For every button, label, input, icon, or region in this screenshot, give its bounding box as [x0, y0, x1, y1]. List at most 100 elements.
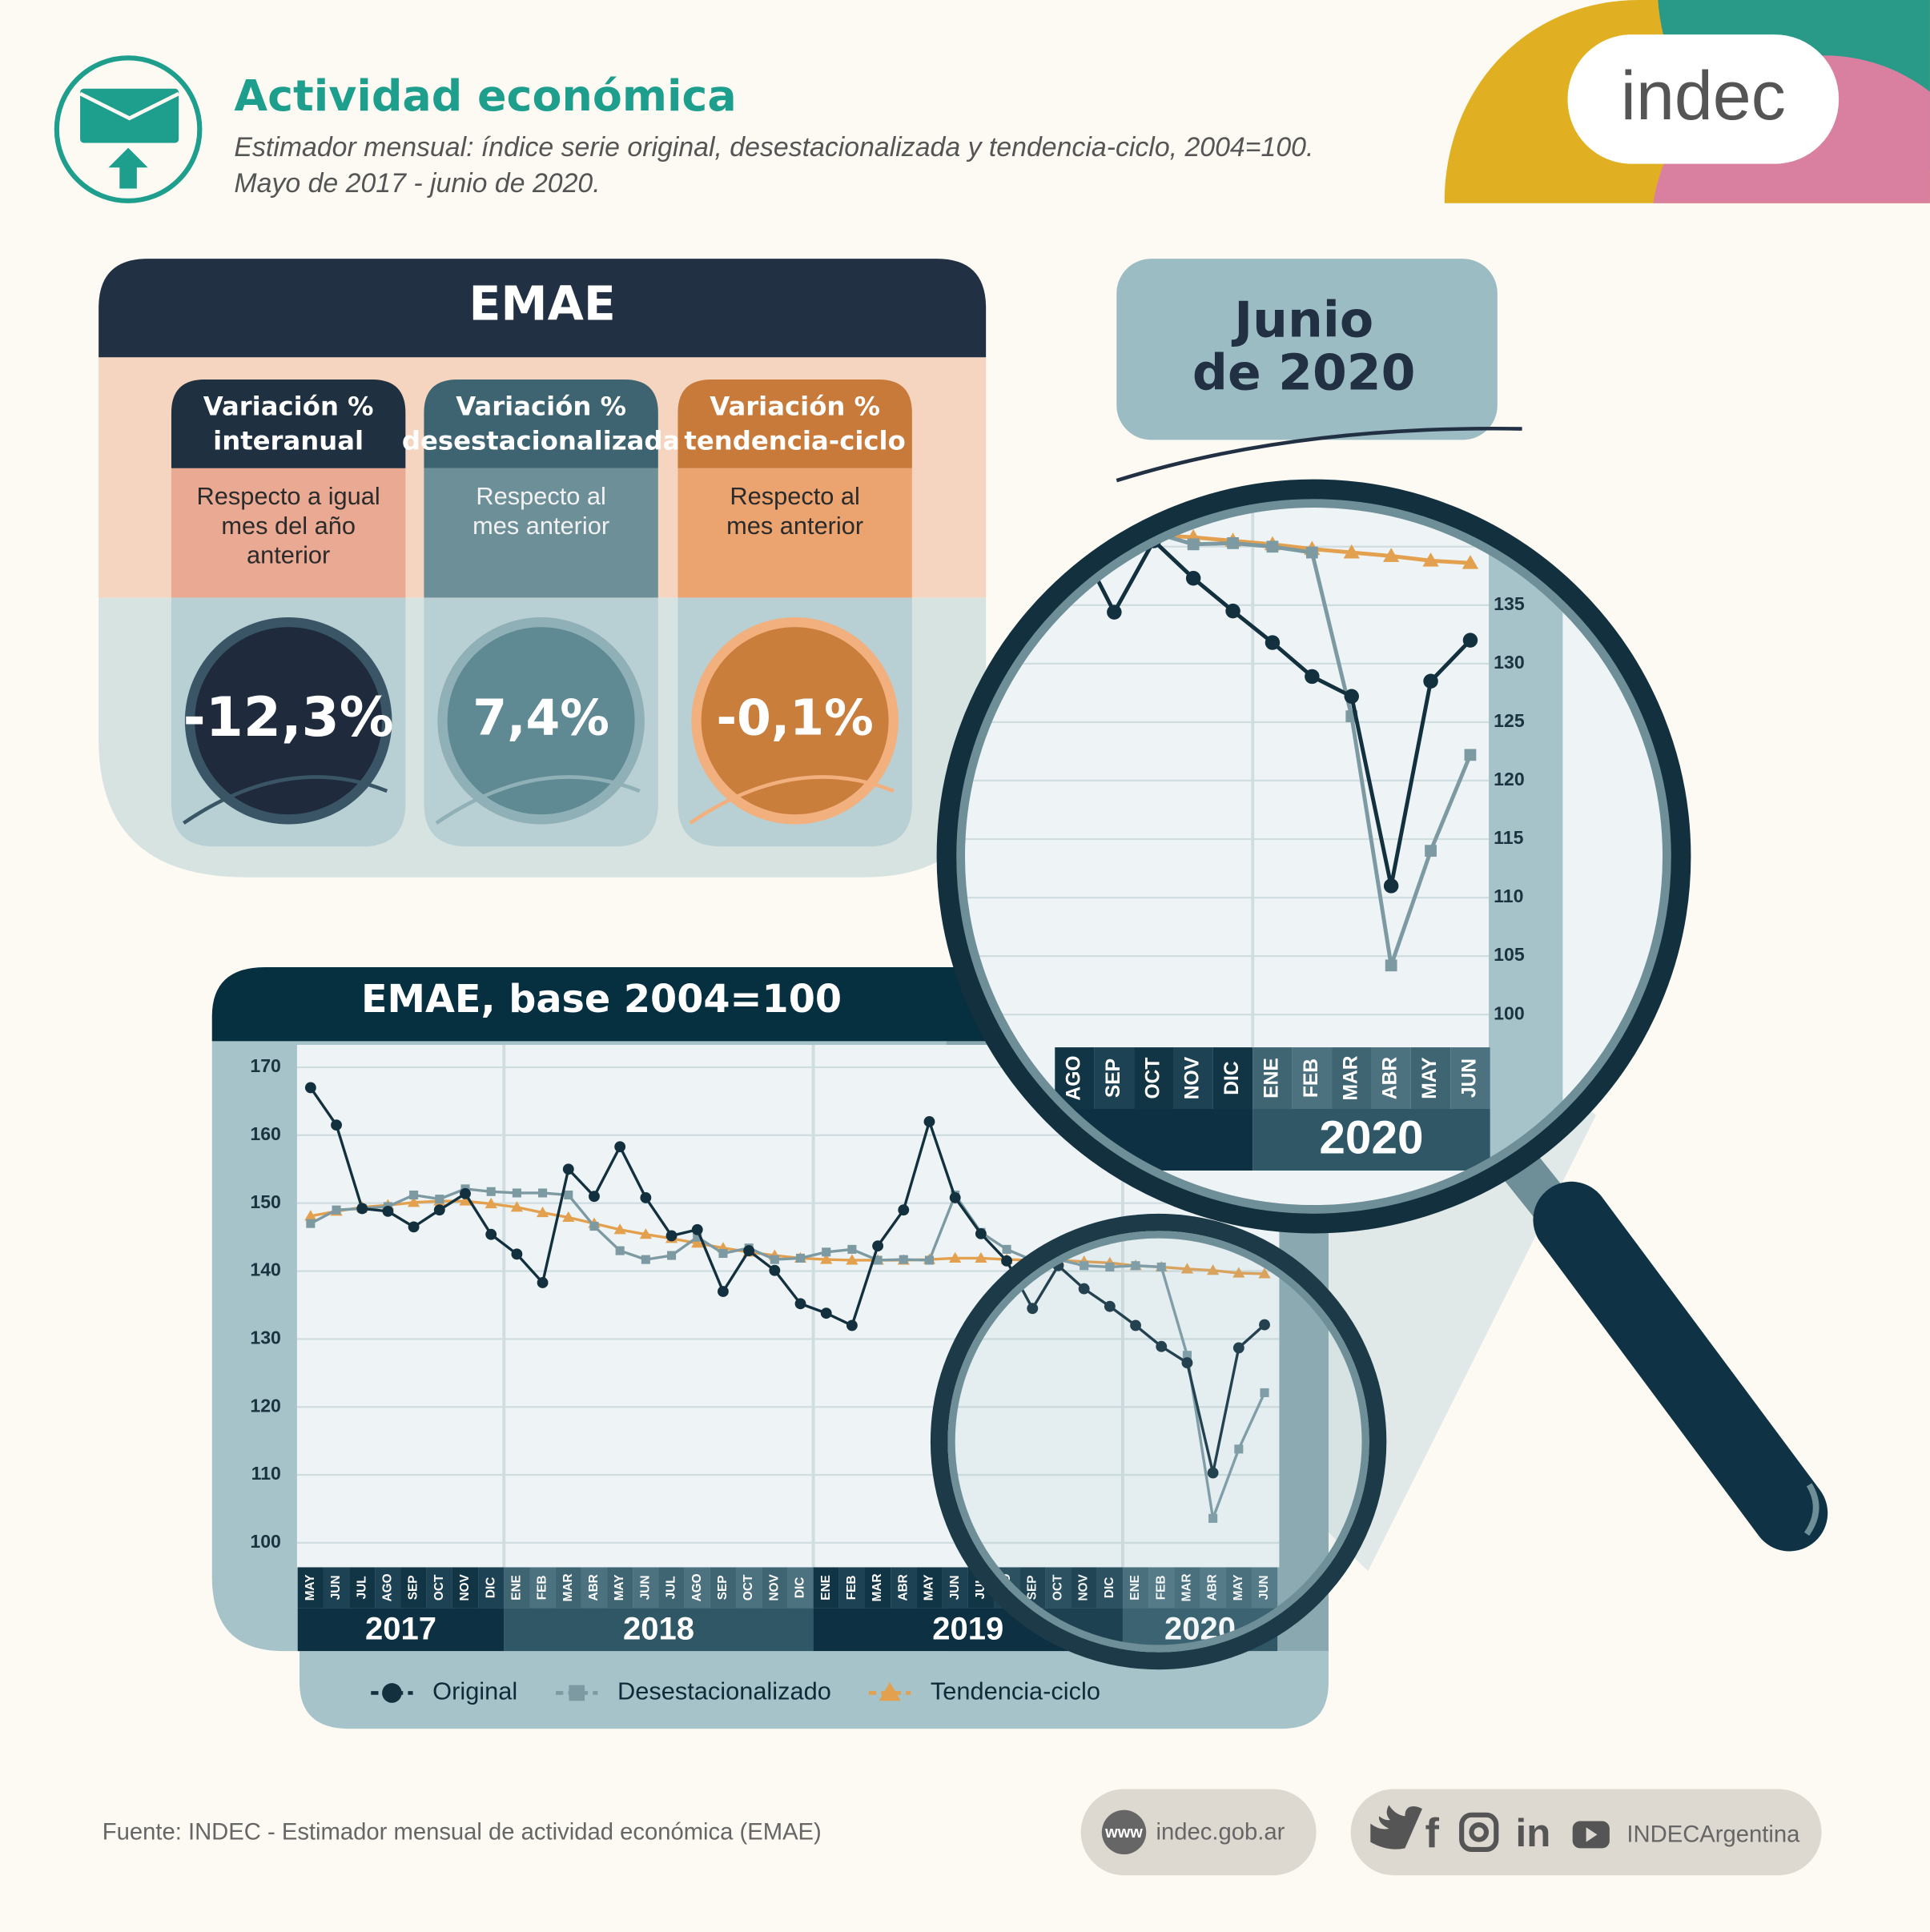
- point: [1180, 1263, 1194, 1274]
- chart-title: EMAE, base 2004=100: [361, 978, 842, 1022]
- card-title: Variación %: [456, 391, 626, 421]
- website[interactable]: indec.gob.ar: [1156, 1820, 1285, 1846]
- emae-cards: Variación % interanual Respecto a igual mes…: [171, 379, 912, 847]
- point: [562, 1211, 575, 1223]
- x-tick-label: ENE: [509, 1575, 523, 1601]
- card-description: anterior: [247, 541, 330, 569]
- social[interactable]: INDECArgentina: [1626, 1822, 1800, 1848]
- year-label: 2020: [1319, 1111, 1423, 1163]
- month-cell: [478, 1567, 505, 1609]
- point: [1225, 603, 1240, 619]
- year-band: [1252, 1109, 1490, 1171]
- point: [536, 1206, 549, 1218]
- point: [1382, 548, 1400, 562]
- point: [1185, 570, 1201, 586]
- point: [304, 1210, 317, 1221]
- card-description: Respecto al: [730, 482, 859, 510]
- point: [1156, 1340, 1168, 1352]
- value-circle: [701, 627, 889, 815]
- month-cell: [1094, 1047, 1135, 1110]
- point: [873, 1255, 883, 1265]
- point: [1383, 878, 1399, 894]
- point: [1107, 605, 1122, 620]
- point: [1232, 1267, 1245, 1278]
- point: [1156, 1262, 1166, 1271]
- point: [1208, 1513, 1218, 1523]
- month-cell: [375, 1567, 401, 1609]
- point: [409, 1190, 419, 1200]
- card-description-bg: [424, 468, 658, 598]
- point: [382, 1205, 394, 1217]
- point: [332, 1205, 341, 1215]
- year-label: 2019: [932, 1611, 1003, 1646]
- month-cell: [891, 1567, 917, 1609]
- y-tick-label: 130: [1494, 652, 1525, 673]
- point: [306, 1219, 316, 1228]
- point: [872, 1240, 884, 1252]
- y-tick-label: 120: [250, 1395, 281, 1416]
- x-tick-label: JUN: [948, 1575, 962, 1600]
- point: [639, 1228, 652, 1239]
- point: [538, 1188, 548, 1198]
- value-circle: [195, 627, 383, 815]
- point: [459, 1195, 472, 1206]
- card-description: mes anterior: [472, 512, 609, 540]
- month-cell: [1071, 1567, 1097, 1609]
- point: [356, 1203, 368, 1215]
- x-tick-label: NOV: [458, 1573, 472, 1601]
- point: [820, 1253, 833, 1264]
- month-cell: [1200, 1567, 1226, 1609]
- point: [1002, 1244, 1011, 1254]
- x-tick-label: MAR: [1180, 1573, 1193, 1601]
- month-cell: [916, 1567, 943, 1609]
- website-icon-bg: [1101, 1809, 1147, 1855]
- handle-highlight: [1803, 1483, 1819, 1536]
- point: [485, 1197, 497, 1209]
- highlight-text: Junio: [1231, 291, 1373, 348]
- point: [408, 1221, 420, 1233]
- legend-marker: [382, 1683, 402, 1703]
- point: [743, 1245, 755, 1257]
- month-cell: [1134, 1047, 1174, 1110]
- month-cell: [504, 1567, 530, 1609]
- point: [693, 1232, 702, 1242]
- x-tick-label: SEP: [1103, 1058, 1124, 1098]
- x-tick-label: DIC: [794, 1577, 807, 1598]
- month-cell: [555, 1567, 581, 1609]
- point: [562, 1163, 574, 1175]
- legend: Original Desestacionalizado Tendencia-cicl…: [371, 1677, 1100, 1705]
- x-tick-label: FEB: [1301, 1058, 1322, 1098]
- point: [924, 1255, 935, 1265]
- point: [665, 1230, 678, 1242]
- source: Fuente: INDEC - Estimador mensual de act…: [103, 1820, 822, 1846]
- month-cell: [1045, 1567, 1072, 1609]
- point: [510, 1201, 524, 1212]
- point: [899, 1255, 908, 1264]
- x-tick-label: MAR: [561, 1573, 575, 1601]
- website-pill: [1080, 1789, 1317, 1876]
- logo-pill: [1567, 34, 1840, 164]
- subtitle: Mayo de 2017 - junio de 2020.: [234, 168, 600, 199]
- x-tick-label: ABR: [896, 1574, 910, 1601]
- point: [615, 1246, 625, 1255]
- point: [408, 1196, 420, 1207]
- y-tick-label: 110: [251, 1463, 281, 1484]
- month-cell: [710, 1567, 737, 1609]
- card-description-bg: [171, 468, 406, 598]
- card-description: Respecto a igual: [197, 482, 380, 510]
- point: [512, 1188, 521, 1198]
- highlight-card: [1116, 259, 1498, 440]
- point: [433, 1204, 445, 1216]
- header-icon: [54, 55, 203, 203]
- month-cell: [1174, 1567, 1200, 1609]
- x-tick-label: AGO: [380, 1573, 394, 1601]
- month-cell: [787, 1567, 814, 1609]
- point: [1343, 544, 1360, 559]
- x-tick-label: SEP: [407, 1575, 420, 1600]
- x-tick-label: OCT: [1051, 1574, 1065, 1601]
- point: [1385, 959, 1397, 972]
- card-title: interanual: [213, 425, 364, 456]
- card-heading-bg: [424, 379, 658, 468]
- card-value: -0,1%: [717, 689, 874, 746]
- point: [691, 1237, 704, 1248]
